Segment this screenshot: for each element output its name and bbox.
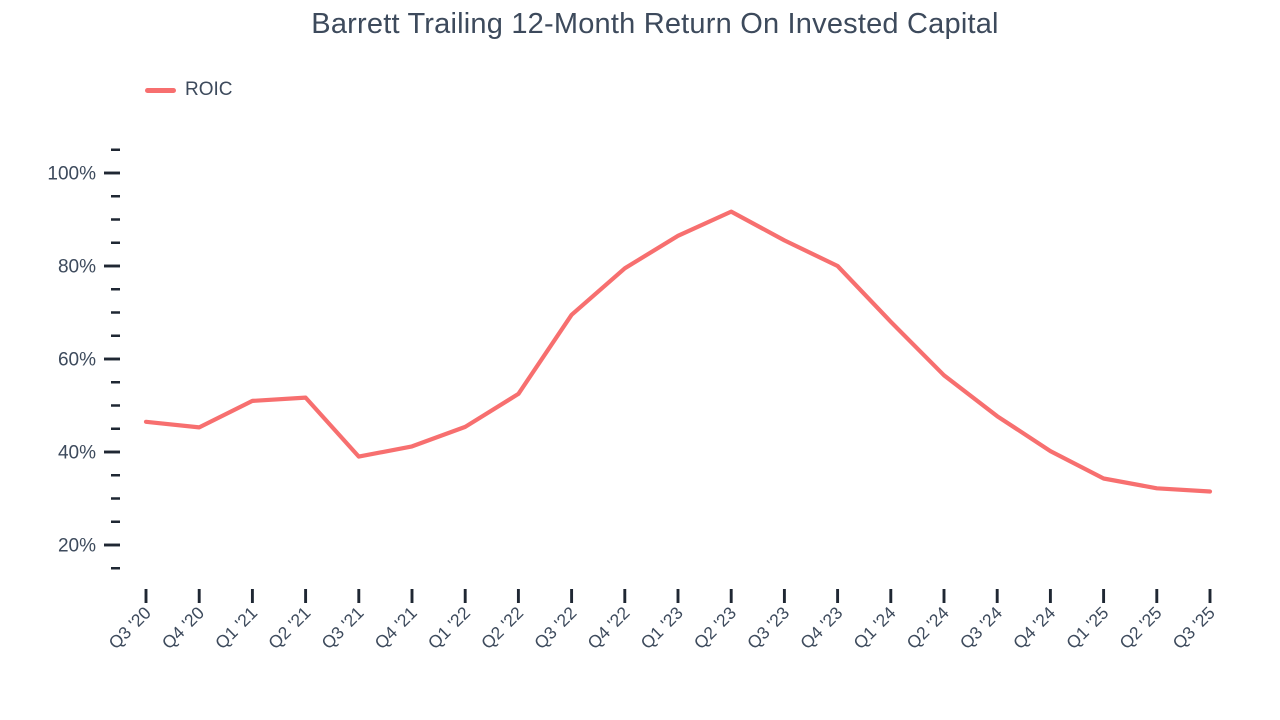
y-axis-label: 80% bbox=[58, 257, 96, 278]
y-axis-label: 20% bbox=[58, 536, 96, 557]
x-axis-label: Q1 '21 bbox=[211, 603, 261, 653]
x-axis-label: Q4 '20 bbox=[158, 602, 208, 652]
x-axis-label: Q2 '21 bbox=[264, 603, 314, 653]
x-axis-label: Q3 '24 bbox=[956, 602, 1006, 652]
x-axis-label: Q2 '23 bbox=[690, 603, 740, 653]
x-axis-label: Q4 '24 bbox=[1009, 602, 1059, 652]
legend: ROIC bbox=[145, 79, 233, 101]
x-axis-label: Q4 '23 bbox=[796, 603, 846, 653]
chart-title: Barrett Trailing 12-Month Return On Inve… bbox=[311, 8, 999, 40]
x-axis-label: Q1 '25 bbox=[1062, 603, 1112, 653]
x-axis-label: Q1 '23 bbox=[637, 603, 687, 653]
x-axis-label: Q3 '21 bbox=[317, 603, 367, 653]
y-axis-label: 60% bbox=[58, 350, 96, 371]
x-axis-label: Q3 '23 bbox=[743, 603, 793, 653]
x-axis-label: Q2 '24 bbox=[903, 602, 953, 652]
x-axis-label: Q3 '25 bbox=[1169, 603, 1219, 653]
x-axis-label: Q3 '22 bbox=[530, 603, 580, 653]
y-axis-label: 40% bbox=[58, 443, 96, 464]
x-axis-label: Q4 '21 bbox=[371, 603, 421, 653]
x-axis-label: Q1 '22 bbox=[424, 603, 474, 653]
roic-line bbox=[143, 209, 1213, 494]
x-axis-label: Q2 '25 bbox=[1115, 603, 1165, 653]
x-axis-label: Q3 '20 bbox=[105, 602, 155, 652]
x-axis-label: Q2 '22 bbox=[477, 603, 527, 653]
x-axis-label: Q4 '22 bbox=[583, 603, 633, 653]
y-axis-label: 100% bbox=[47, 164, 96, 185]
legend-label: ROIC bbox=[185, 79, 233, 100]
x-axis-label: Q1 '24 bbox=[849, 602, 899, 652]
legend-line-swatch bbox=[145, 87, 176, 93]
